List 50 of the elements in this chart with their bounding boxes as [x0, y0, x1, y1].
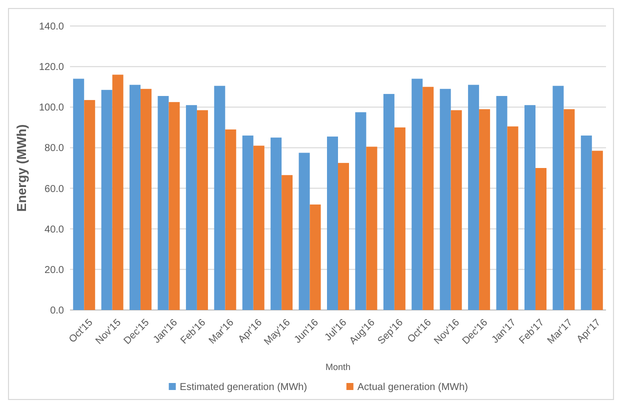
x-axis-title: Month [325, 362, 351, 372]
y-tick-label: 100.0 [38, 102, 64, 114]
bar [196, 110, 208, 310]
y-tick-label: 120.0 [38, 62, 64, 74]
bar [282, 175, 293, 310]
bar [552, 86, 564, 310]
bar [450, 110, 462, 310]
bar [225, 129, 236, 310]
bar [440, 88, 451, 310]
y-tick-label: 140.0 [38, 22, 64, 32]
bar [140, 88, 152, 310]
legend-label: Estimated generation (MWh) [180, 382, 308, 393]
bar [73, 78, 84, 310]
bar [468, 84, 480, 310]
bar [524, 105, 536, 310]
bar [479, 109, 490, 310]
bar [394, 127, 406, 310]
bar [112, 74, 124, 310]
bar [214, 86, 226, 310]
bar [564, 109, 575, 310]
bar [130, 84, 141, 310]
bar [592, 150, 603, 310]
bar [327, 136, 338, 310]
bar [383, 94, 394, 310]
bar [101, 90, 112, 310]
bar [507, 126, 518, 310]
bar [580, 136, 592, 310]
bar [84, 100, 96, 310]
bar [242, 136, 254, 310]
bar [366, 146, 378, 310]
bar [422, 86, 434, 310]
y-tick-label: 20.0 [44, 264, 64, 276]
bar [270, 138, 282, 310]
legend-label: Actual generation (MWh) [357, 382, 468, 393]
bar [310, 204, 321, 310]
bar [253, 146, 264, 310]
bar [338, 162, 349, 310]
bar [355, 112, 366, 310]
y-tick-label: 40.0 [44, 224, 64, 236]
y-tick-label: 0.0 [50, 306, 64, 316]
y-tick-label: 60.0 [44, 184, 64, 195]
bar [535, 168, 546, 310]
bar [186, 105, 197, 310]
bar [158, 96, 169, 310]
y-tick-label: 80.0 [44, 143, 64, 154]
bar [298, 152, 310, 310]
bar [496, 96, 508, 310]
y-axis-title: Energy (MWh) [14, 124, 29, 212]
bar [412, 78, 423, 310]
bar [168, 102, 180, 310]
